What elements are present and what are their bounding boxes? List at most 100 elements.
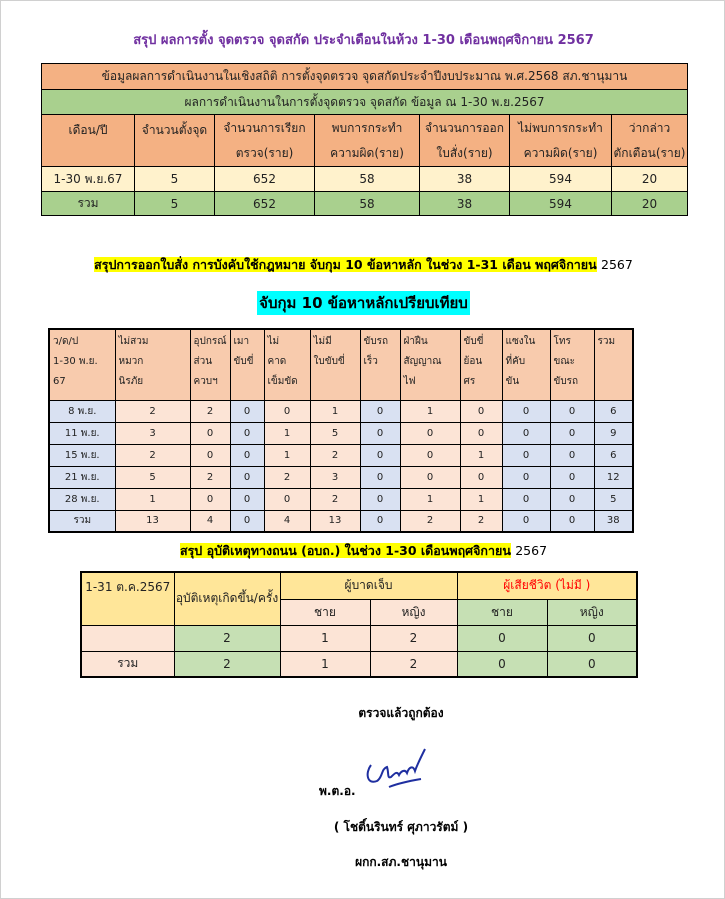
total-cell: 594 [509,191,612,216]
table-cell: 0 [399,443,461,467]
total-cell: 58 [314,191,420,216]
table-cell: 2 [399,509,461,533]
table-cell: 5 [114,465,191,489]
table-cell: 0 [229,443,265,467]
total-cell: 38 [419,191,510,216]
column-header: ขับรถ เร็ว [359,328,401,401]
table-cell: 12 [593,465,634,489]
table-cell: 0 [399,465,461,489]
header-line: ที่คับ [505,356,526,367]
column-header: พบการกระทำความผิด(ราย) [314,114,420,167]
table-cell: 20 [611,166,688,192]
table-cell: 0 [549,509,595,533]
header-line: จำนวนการเรียก [223,120,306,135]
table-row: 8 พ.ย. 2 2 0 0 1 0 1 0 0 0 6 [48,399,634,423]
table-cell: 2 [369,624,458,652]
checkpoint-table-subtitle: ผลการดำเนินงานในการตั้งจุดตรวจ จุดสกัด ข… [41,89,688,115]
table-cell: 0 [189,443,231,467]
verified-text: ตรวจแล้วถูกต้อง [358,706,444,720]
injured-female-header: หญิง [369,598,458,626]
table-cell: 0 [359,487,401,511]
column-header: เดือน/ปี [41,114,135,167]
header-line: เข็มขัด [267,376,298,387]
header-line: ใบขับขี่ [313,356,345,367]
header-line: พบการกระทำ [331,120,403,135]
header-line: ขัน [505,376,520,387]
table-cell: 0 [549,399,595,423]
table-cell: 2 [114,399,191,423]
header-line: ความผิด(ราย) [330,145,404,160]
table-cell: 0 [229,509,265,533]
table-cell: 0 [459,421,503,445]
table-cell: 0 [501,487,551,511]
table-cell: 8 พ.ย. [48,399,116,423]
table-cell: 1 [399,399,461,423]
header-line: 1-30 พ.ย. [53,356,98,367]
table-cell: 2 [459,509,503,533]
table-cell: 0 [501,465,551,489]
table-cell: รวม [48,509,116,533]
header-line: อุปกรณ์ [193,336,227,347]
incidents-header: อุบัติเหตุเกิดขึ้น/ครั้ง [173,571,281,626]
dead-female-header: หญิง [546,598,638,626]
table-cell: 0 [549,487,595,511]
table-cell: 0 [501,509,551,533]
table-row: รวม 2 1 2 0 0 [80,650,638,678]
table-cell: 0 [459,465,503,489]
table-cell [80,624,175,652]
table-cell: 5 [593,487,634,511]
table-cell: 2 [309,443,361,467]
column-header: แซงใน ที่คับ ขัน [501,328,551,401]
period-header: 1-31 ต.ค.2567 [80,571,175,626]
header-line: ความผิด(ราย) [523,145,598,160]
table-cell: 0 [359,443,401,467]
table-cell: 2 [369,650,458,678]
table-cell: 58 [314,166,420,192]
table-cell: 1 [459,443,503,467]
total-cell: รวม [41,191,135,216]
header-line: คาด [267,356,287,367]
table-cell: 38 [419,166,510,192]
table-cell: 0 [546,650,638,678]
compare-heading: จับกุม 10 ข้อหาหลักเปรียบเทียบ [1,291,724,315]
charges-table: ว/ด/ป 1-30 พ.ย. 67 ไม่สวม หมวก นิรภัย อุปกรณ์ส… [48,328,634,533]
header-line [43,146,134,160]
table-cell: 6 [593,399,634,423]
table-cell: 2 [189,399,231,423]
dead-male-header: ชาย [456,598,548,626]
table-cell: 1 [279,624,371,652]
table-cell: 4 [189,509,231,533]
table-cell: 0 [263,487,311,511]
table-cell: 28 พ.ย. [48,487,116,511]
table-cell: 9 [593,421,634,445]
table-cell: 38 [593,509,634,533]
table-cell: 0 [229,399,265,423]
table-cell: 13 [114,509,191,533]
column-header: ไม่พบการกระทำ ความผิด(ราย) [509,114,612,167]
table-cell: 2 [114,443,191,467]
tickets-heading: สรุปการออกใบสั่ง การบังคับใช้กฎหมาย จับก… [94,257,633,272]
table-cell: 0 [229,421,265,445]
table-cell: 0 [229,487,265,511]
accident-heading: สรุป อุบัติเหตุทางถนน (อบถ.) ในช่วง 1-30… [179,543,548,558]
column-header: ไม่มีใบขับขี่ [309,328,361,401]
table-cell: 0 [456,650,548,678]
column-header: เมา ขับขี่ [229,328,265,401]
header-line: สัญญาณ [403,356,442,367]
table-cell: 0 [359,421,401,445]
table-cell: 0 [456,624,548,652]
header-line: ไม่มี [313,336,332,347]
header-line: เมา [233,336,250,347]
table-cell: 1 [114,487,191,511]
table-cell: 1 [399,487,461,511]
table-row: 21 พ.ย. 5 2 0 2 3 0 0 0 0 0 12 [48,465,634,489]
header-line: ย้อน [463,356,483,367]
header-line: ฝ่าฝืน [403,336,428,347]
table-cell: 11 พ.ย. [48,421,116,445]
table-cell: 0 [549,421,595,445]
table-cell: 0 [549,465,595,489]
header-line: รวม [597,336,616,347]
dead-header: ผู้เสียชีวิต (ไม่มี ) [456,571,638,600]
table-row: 15 พ.ย. 2 0 0 1 2 0 0 1 0 0 6 [48,443,634,467]
table-cell: 2 [173,624,281,652]
